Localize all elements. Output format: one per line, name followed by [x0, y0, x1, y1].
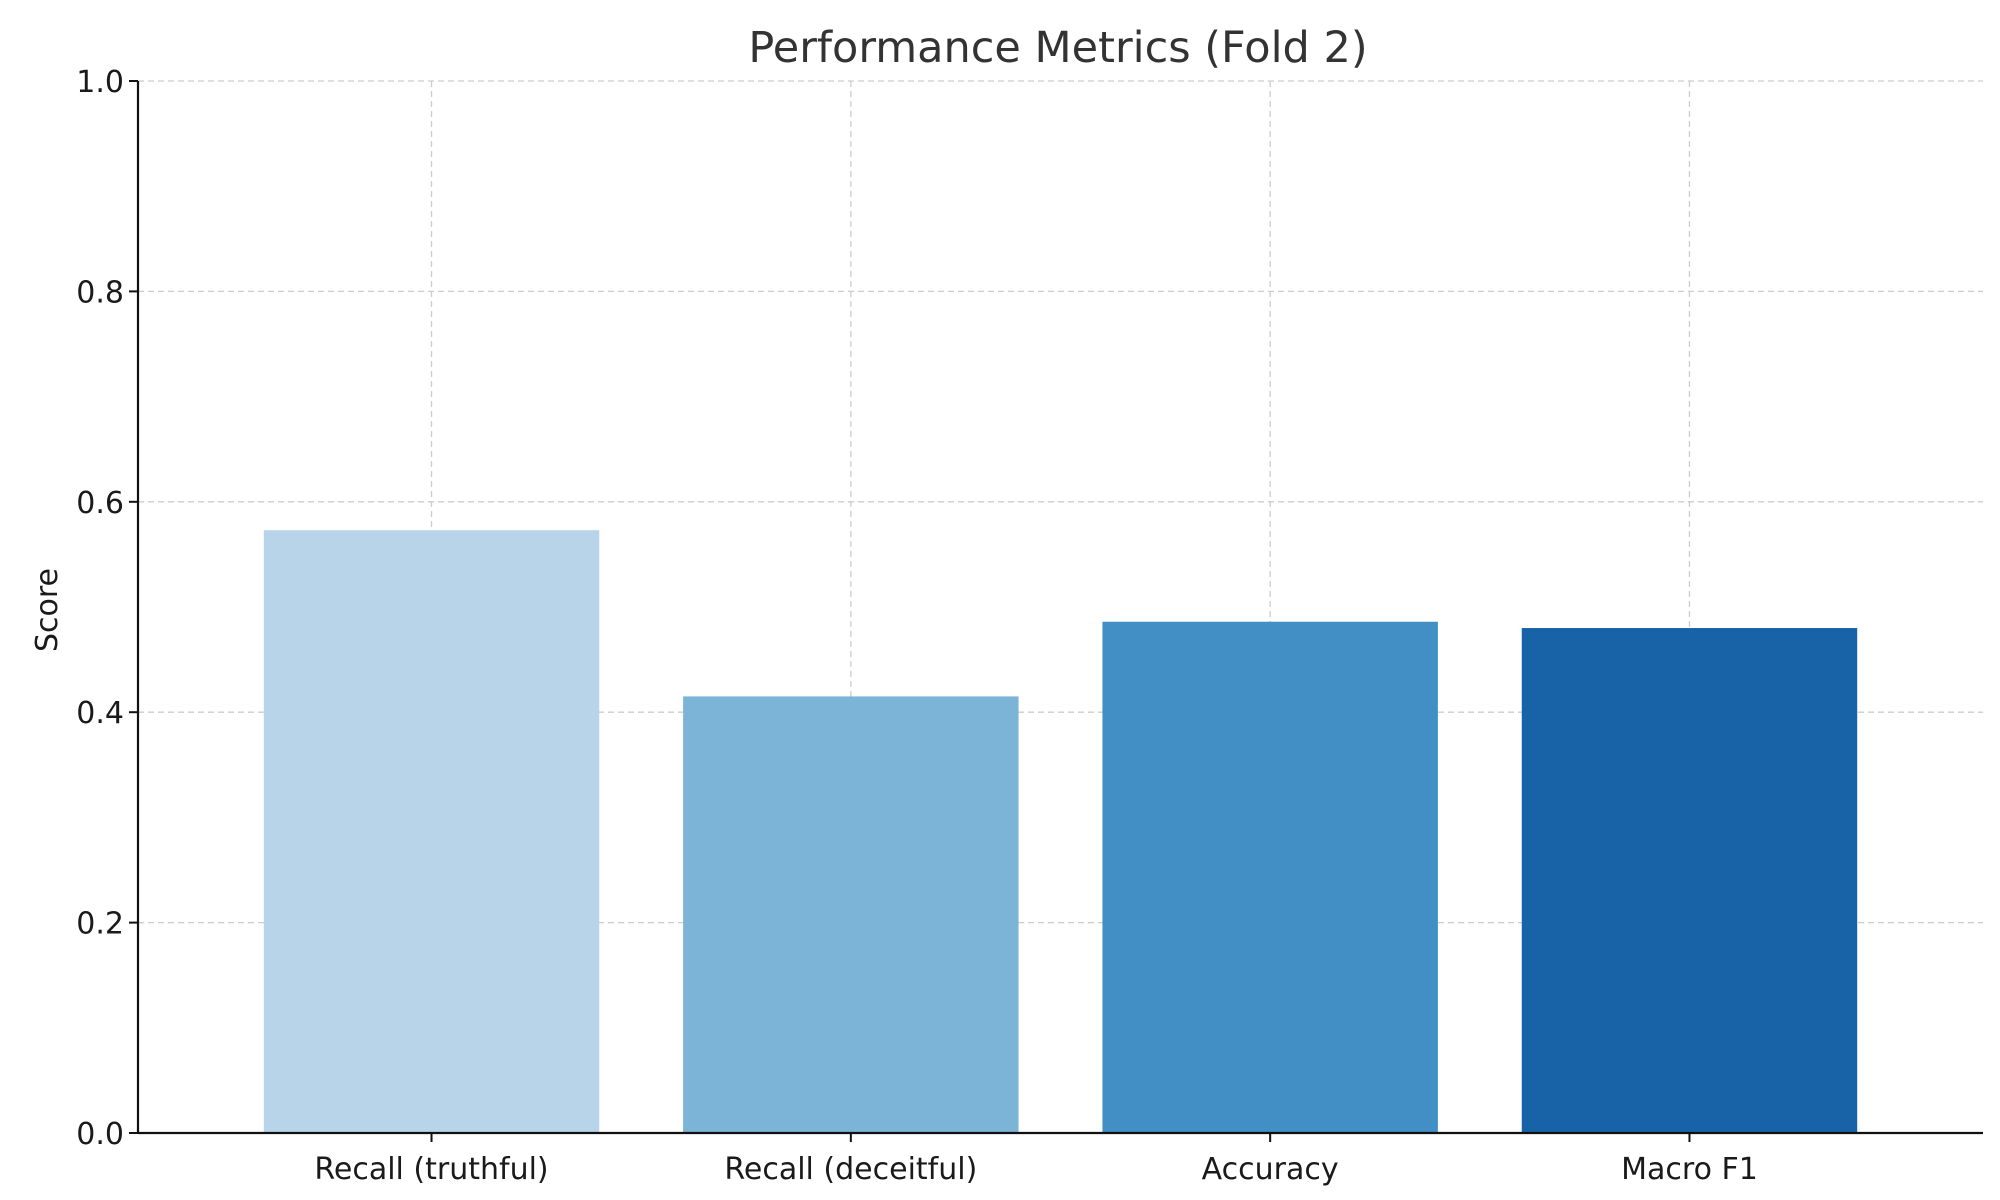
- y-tick-label: 0.8: [76, 275, 124, 310]
- x-tick-label: Accuracy: [1202, 1152, 1339, 1187]
- bar-accuracy: [1102, 621, 1438, 1133]
- x-ticks: Recall (truthful) Recall (deceitful) Accur…: [314, 1133, 1758, 1187]
- x-tick-label: Recall (deceitful): [724, 1152, 977, 1187]
- bar-recall-deceitful: [683, 696, 1019, 1133]
- bars: [263, 530, 1858, 1133]
- y-tick-label: 0.2: [76, 907, 124, 942]
- x-tick-label: Macro F1: [1621, 1152, 1758, 1187]
- x-tick-label: Recall (truthful): [314, 1152, 548, 1187]
- y-tick-label: 0.0: [76, 1117, 124, 1152]
- bar-recall-truthful: [263, 530, 600, 1133]
- y-ticks: 0.0 0.2 0.4 0.6 0.8 1.0: [76, 65, 138, 1152]
- bar-macro-f1: [1521, 628, 1858, 1133]
- chart-title: Performance Metrics (Fold 2): [748, 23, 1367, 73]
- y-axis-label: Score: [30, 568, 65, 652]
- y-tick-label: 0.6: [76, 486, 124, 521]
- y-tick-label: 1.0: [76, 65, 124, 100]
- axes: [136, 81, 1983, 1135]
- y-tick-label: 0.4: [76, 696, 124, 731]
